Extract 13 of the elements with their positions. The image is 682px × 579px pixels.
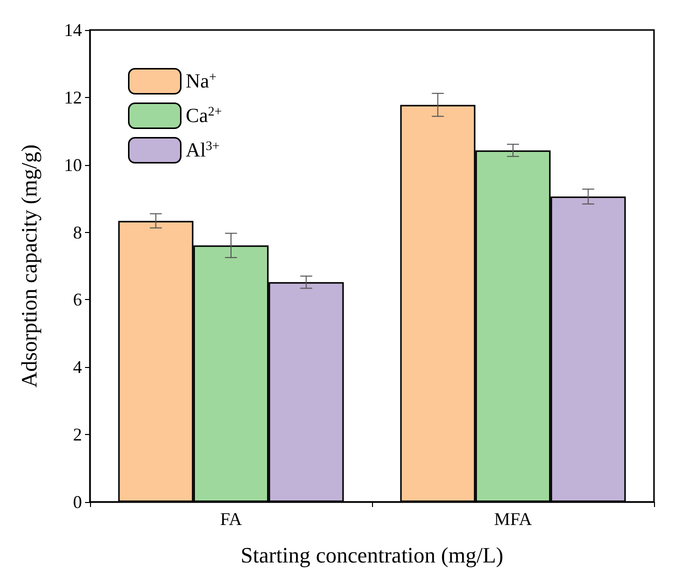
y-tick-label: 6 <box>73 290 82 310</box>
y-tick-label: 14 <box>64 20 82 40</box>
y-tick-label: 10 <box>64 154 82 175</box>
y-tick-label: 8 <box>73 222 82 242</box>
y-tick-label: 4 <box>73 357 82 378</box>
y-tick-label: 12 <box>64 87 82 108</box>
y-axis-title: Adsorption capacity (mg/g) <box>16 144 42 388</box>
y-tick-label: 0 <box>73 492 82 512</box>
legend-label: Na+ <box>186 68 216 92</box>
x-tick-label: FA <box>220 509 242 529</box>
x-axis-title: Starting concentration (mg/L) <box>240 542 504 568</box>
x-tick-label: MFA <box>494 509 532 529</box>
y-tick-label: 2 <box>73 424 82 445</box>
